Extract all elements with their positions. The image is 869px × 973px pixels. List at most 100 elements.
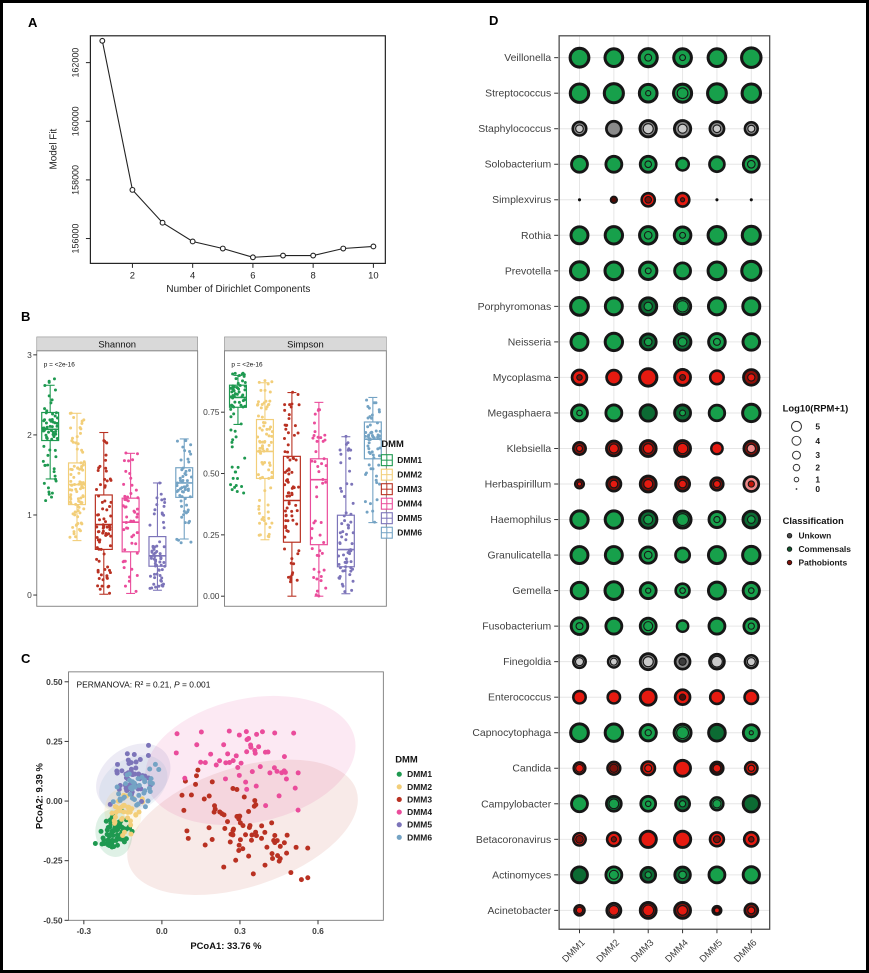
jitter-point [374,429,378,433]
scatter-point-dmm1 [110,838,116,844]
jitter-point [256,473,260,477]
jitter-point [363,500,367,504]
jitter-point [230,440,234,444]
bubble-outer [605,119,623,138]
jitter-point [122,528,126,532]
jitter-point [152,572,156,576]
bubble-inner [678,657,687,666]
bubble-outer [672,829,693,849]
scatter-point-dmm3 [230,828,236,834]
jitter-point [348,469,352,473]
y-tick-label: 162000 [70,48,80,78]
scatter-point-dmm3 [284,832,290,838]
size-legend-value: 4 [815,436,820,446]
jitter-point [317,554,321,558]
jitter-point [259,406,263,410]
jitter-point [75,435,79,439]
scatter-point-dmm4 [257,764,263,770]
bubble-outer [743,689,760,706]
jitter-point [262,424,266,428]
column-label-dmm6: DMM6 [731,937,758,964]
jitter-point [99,573,103,577]
jitter-point [52,467,56,471]
jitter-point [242,491,246,495]
bubble-inner [575,906,584,915]
jitter-point [80,484,84,488]
jitter-point [96,568,100,572]
permanova-annotation: PERMANOVA: R² = 0.21, P = 0.001 [76,680,210,690]
jitter-point [135,515,139,519]
jitter-point [155,544,159,548]
bubble-inner [679,54,687,62]
jitter-point [267,468,271,472]
jitter-point [128,575,132,579]
y-tick-label: 0.50 [46,677,63,687]
jitter-point [378,429,382,433]
jitter-point [290,514,294,518]
panel-c-plot-area [92,695,358,896]
jitter-point [365,510,369,514]
jitter-point [267,434,271,438]
jitter-point [351,531,355,535]
jitter-point [134,542,138,546]
taxon-label-candida: Candida [512,764,551,775]
jitter-point [283,403,287,407]
scatter-point-dmm4 [208,751,214,757]
jitter-point [53,421,57,425]
classification-legend-title: Classification [783,515,844,526]
scatter-point-dmm3 [284,850,290,856]
taxon-label-klebsiella: Klebsiella [507,444,552,455]
jitter-point [258,450,262,454]
jitter-point [294,458,298,462]
jitter-point [108,591,112,595]
taxon-label-acinetobacter: Acinetobacter [487,906,551,917]
scatter-point-dmm4 [244,749,250,755]
jitter-point [129,491,133,495]
jitter-point [264,522,268,526]
jitter-point [108,544,112,548]
jitter-point [367,433,371,437]
bubble-inner [608,443,619,454]
jitter-point [267,476,271,480]
jitter-point [81,450,85,454]
bubble-tiny [749,198,753,202]
jitter-point [241,399,245,403]
scatter-point-dmm1 [103,818,109,824]
jitter-point [102,524,106,528]
jitter-point [231,372,235,376]
jitter-point [344,511,348,515]
jitter-point [98,464,102,468]
jitter-point [46,463,50,467]
pvalue-annotation: p = <2e-16 [44,362,76,369]
jitter-point [286,431,290,435]
jitter-point [260,445,264,449]
jitter-point [104,466,108,470]
bubble-inner [642,904,655,917]
bubble-inner [676,300,689,313]
bubble-outer [603,509,625,530]
x-tick-label: 8 [311,269,316,280]
bubble-outer [604,154,624,174]
scatter-point-dmm6 [135,801,141,807]
jitter-point [158,560,162,564]
jitter-point [240,395,244,399]
jitter-point [378,446,382,450]
y-tick-label: 0 [27,590,32,600]
jitter-point [296,552,300,556]
jitter-point [188,495,192,499]
scatter-point-dmm3 [288,870,294,876]
bubble-inner [747,480,755,488]
jitter-point [377,410,381,414]
jitter-point [152,512,156,516]
bubble-inner [642,123,654,135]
jitter-point [319,520,323,524]
jitter-point [258,440,262,444]
jitter-point [256,414,260,418]
scatter-point-dmm5 [137,757,143,763]
model-fit-point [340,245,347,252]
scatter-point-dmm6 [142,779,148,785]
jitter-point [238,383,242,387]
classification-dot-commensals [786,546,793,552]
jitter-point [71,436,74,440]
jitter-point [126,499,130,503]
